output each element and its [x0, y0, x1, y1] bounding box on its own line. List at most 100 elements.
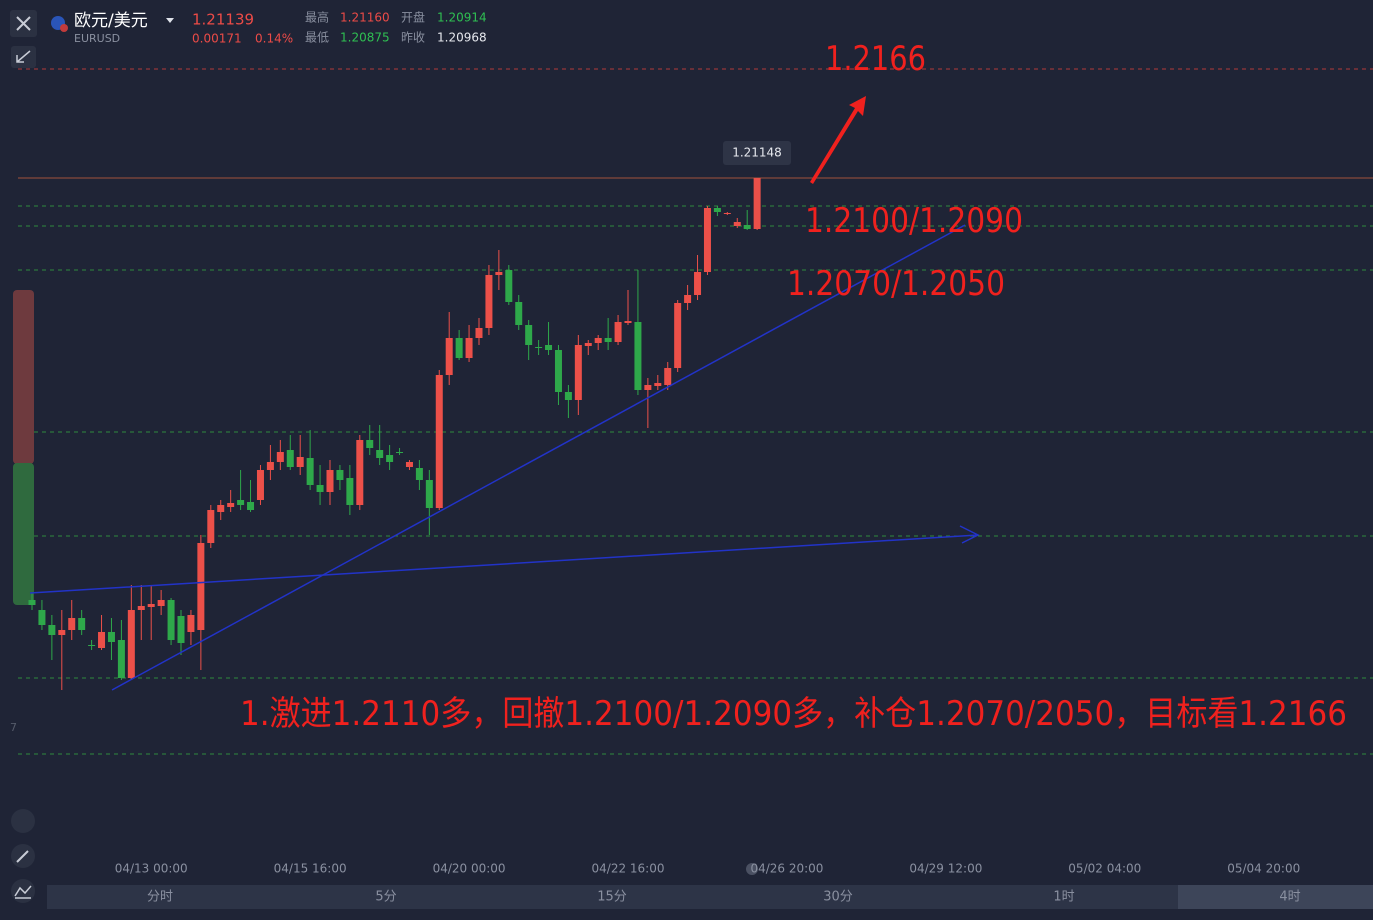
candle-body [137, 606, 145, 610]
x-tick-label: 04/22 16:00 [592, 862, 665, 876]
candle-body [594, 338, 602, 343]
close-icon [16, 16, 31, 31]
candle-body [644, 385, 652, 390]
candle-body [713, 208, 721, 212]
annotation: 1.激进1.2110多，回撤1.2100/1.2090多，补仓1.2070/20… [240, 694, 1347, 734]
stat-value: 1.21160 [340, 11, 390, 25]
candle-body [117, 640, 125, 678]
candle-body [684, 295, 692, 303]
candle-body [266, 462, 274, 470]
candle-body [207, 510, 215, 543]
candle-body [743, 225, 751, 229]
candles [28, 178, 761, 690]
candle-body [127, 610, 135, 678]
trend-line [111, 224, 966, 691]
gauge-down [13, 463, 34, 605]
price-change: 0.00171 [192, 32, 242, 46]
candle-body [78, 618, 86, 630]
candle-body [624, 321, 632, 323]
candle-body [217, 505, 225, 512]
candle-body [336, 470, 344, 480]
tab-bar [47, 885, 1373, 909]
stat-label: 最低 [305, 31, 329, 45]
candle-body [276, 452, 284, 462]
tab[interactable]: 15分 [597, 890, 627, 905]
candle-body [485, 275, 493, 328]
tab[interactable]: 分时 [147, 890, 173, 905]
tab[interactable]: 30分 [823, 890, 853, 905]
candle-body [554, 350, 562, 392]
price-tag: 1.21148 [732, 146, 782, 160]
tab[interactable]: 4时 [1279, 890, 1300, 905]
dropdown-caret[interactable] [166, 18, 174, 23]
candle-body [564, 392, 572, 400]
pencil-icon [16, 850, 29, 863]
candle-body [515, 302, 523, 325]
candle-body [654, 383, 662, 386]
tool-button[interactable] [11, 809, 35, 833]
level-lines [18, 205, 1373, 755]
candle-body [574, 345, 582, 400]
candle-body [177, 616, 185, 643]
candle-body [376, 450, 384, 458]
candle-body [604, 338, 612, 342]
candle-body [614, 322, 622, 342]
red-arrow [810, 96, 866, 184]
indicator-icon [14, 885, 32, 899]
stat-value: 1.20914 [437, 11, 487, 25]
gauge-up [13, 290, 34, 464]
price-change-pct: 0.14% [255, 32, 293, 46]
candle-body [455, 338, 463, 358]
candle-body [694, 272, 702, 295]
candle-body [415, 468, 423, 480]
candle-body [545, 345, 553, 350]
candle-body [475, 328, 483, 338]
candle-body [48, 625, 56, 635]
x-tick-label: 05/02 04:00 [1068, 862, 1141, 876]
tab-selected [1178, 885, 1373, 909]
candle-body [187, 615, 195, 632]
candle-body [386, 455, 394, 462]
candle-body [316, 485, 324, 492]
candle-body [107, 632, 115, 642]
candle-body [58, 630, 66, 635]
candle-body [703, 208, 711, 272]
candle-body [286, 450, 294, 467]
candle-body [237, 500, 245, 505]
x-tick-label: 04/29 12:00 [909, 862, 982, 876]
stat-label: 最高 [305, 10, 329, 25]
candle-body [346, 478, 354, 505]
tab[interactable]: 5分 [375, 890, 396, 905]
candle-body [366, 440, 374, 448]
candle-body [256, 470, 264, 500]
candle-body [664, 368, 672, 385]
candle-body [227, 503, 235, 507]
arrow-head [959, 525, 980, 544]
candle-body [733, 222, 741, 226]
x-tick-label: 04/20 00:00 [433, 862, 506, 876]
last-price: 1.21139 [192, 11, 254, 29]
candle-body [723, 213, 731, 214]
candle-body [326, 470, 334, 492]
stat-label: 开盘 [401, 10, 425, 25]
x-tick-label: 04/26 20:00 [750, 862, 823, 876]
time-marker [746, 863, 758, 875]
x-tick-label: 04/15 16:00 [274, 862, 347, 876]
annotation: 1.2100/1.2090 [805, 201, 1023, 241]
symbol-name[interactable]: 欧元/美元 [74, 11, 148, 31]
candle-body [634, 322, 642, 390]
symbol-code: EURUSD [74, 32, 120, 45]
x-tick-label: 04/13 00:00 [115, 862, 188, 876]
candle-body [306, 458, 314, 485]
tabs: 分时 5分 15分 30分 1时 4时 [147, 890, 1301, 905]
trend-line [29, 534, 979, 594]
candle-body [356, 440, 364, 505]
candle-body [167, 600, 175, 640]
stat-value: 1.20875 [340, 31, 390, 45]
candle-body [147, 604, 155, 607]
candle-body [435, 375, 443, 508]
tab[interactable]: 1时 [1053, 890, 1074, 905]
candle-body [535, 347, 543, 348]
